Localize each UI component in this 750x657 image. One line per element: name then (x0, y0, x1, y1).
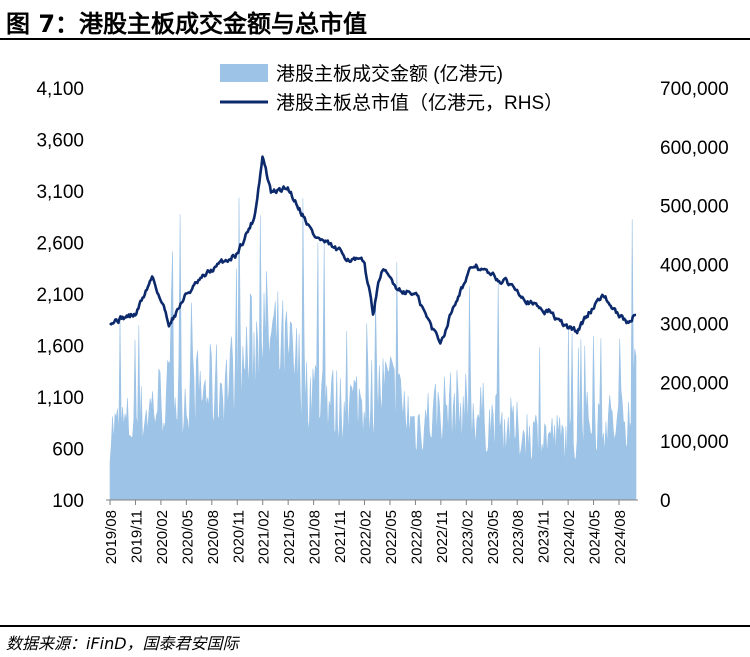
legend-swatch-volume (220, 64, 268, 82)
x-axis-tick-label: 2023/02 (459, 510, 476, 564)
title-rule (0, 38, 750, 40)
x-axis-tick-label: 2023/08 (510, 510, 527, 564)
x-axis-tick-label: 2024/02 (561, 510, 578, 564)
right-axis-tick-label: 700,000 (660, 79, 729, 100)
right-axis-tick-label: 400,000 (660, 256, 729, 277)
x-axis-tick-label: 2021/08 (307, 510, 324, 564)
left-axis-tick-label: 1,100 (36, 388, 84, 409)
x-axis-tick-label: 2023/11 (536, 510, 553, 563)
x-axis-tick-label: 2021/05 (281, 510, 298, 564)
x-axis-tick-label: 2022/02 (358, 510, 375, 564)
x-axis-tick-label: 2020/08 (205, 510, 222, 564)
right-axis-tick-label: 0 (660, 491, 671, 512)
market-cap-line (109, 155, 637, 345)
legend: 港股主板成交金额 (亿港元) 港股主板总市值（亿港元，RHS） (220, 63, 563, 114)
right-axis-tick-label: 500,000 (660, 197, 729, 218)
right-axis-tick-label: 600,000 (660, 138, 729, 159)
left-axis-tick-label: 1,600 (36, 337, 84, 358)
trading-volume-area-series (109, 197, 637, 501)
left-axis-tick-label: 3,600 (36, 131, 84, 152)
market-cap-line-series (109, 155, 637, 345)
right-axis-tick-label: 100,000 (660, 432, 729, 453)
right-axis-tick-label: 200,000 (660, 373, 729, 394)
x-axis-tick-label: 2024/08 (612, 510, 629, 564)
x-axis-tick-label: 2020/02 (154, 510, 171, 564)
axes: 100 600 1,100 1,600 2,100 2,600 3,100 3,600 4,10… (36, 79, 728, 564)
x-axis-tick-label: 2024/05 (587, 510, 604, 564)
x-axis-tick-label: 2022/08 (408, 510, 425, 564)
x-axis-tick-label: 2021/11 (332, 510, 349, 563)
source-note: 数据来源：iFinD，国泰君安国际 (6, 634, 239, 653)
legend-label-market-cap: 港股主板总市值（亿港元，RHS） (276, 92, 563, 114)
left-axis-tick-label: 100 (52, 491, 84, 512)
x-axis-tick-label: 2019/11 (128, 510, 145, 563)
x-axis-tick-label: 2020/11 (230, 510, 247, 563)
left-axis-tick-label: 3,100 (36, 182, 84, 203)
right-axis-tick-label: 300,000 (660, 314, 729, 335)
left-axis-tick-label: 4,100 (36, 79, 84, 100)
legend-label-volume: 港股主板成交金额 (亿港元) (276, 63, 503, 85)
x-axis-tick-label: 2019/08 (103, 510, 120, 564)
left-axis-tick-label: 2,100 (36, 285, 84, 306)
x-axis-tick-label: 2022/05 (383, 510, 400, 564)
x-axis-tick-label: 2020/05 (179, 510, 196, 564)
x-axis-tick-label: 2021/02 (256, 510, 273, 564)
left-axis-tick-label: 600 (52, 440, 84, 461)
trading-volume-area (109, 197, 637, 501)
chart: 100 600 1,100 1,600 2,100 2,600 3,100 3,600 4,10… (36, 63, 728, 564)
page-title: 图 7：港股主板成交金额与总市值 (6, 10, 368, 38)
source-rule (0, 625, 750, 627)
left-axis-tick-label: 2,600 (36, 234, 84, 255)
x-axis-tick-label: 2022/11 (434, 510, 451, 563)
x-axis-tick-label: 2023/05 (485, 510, 502, 564)
